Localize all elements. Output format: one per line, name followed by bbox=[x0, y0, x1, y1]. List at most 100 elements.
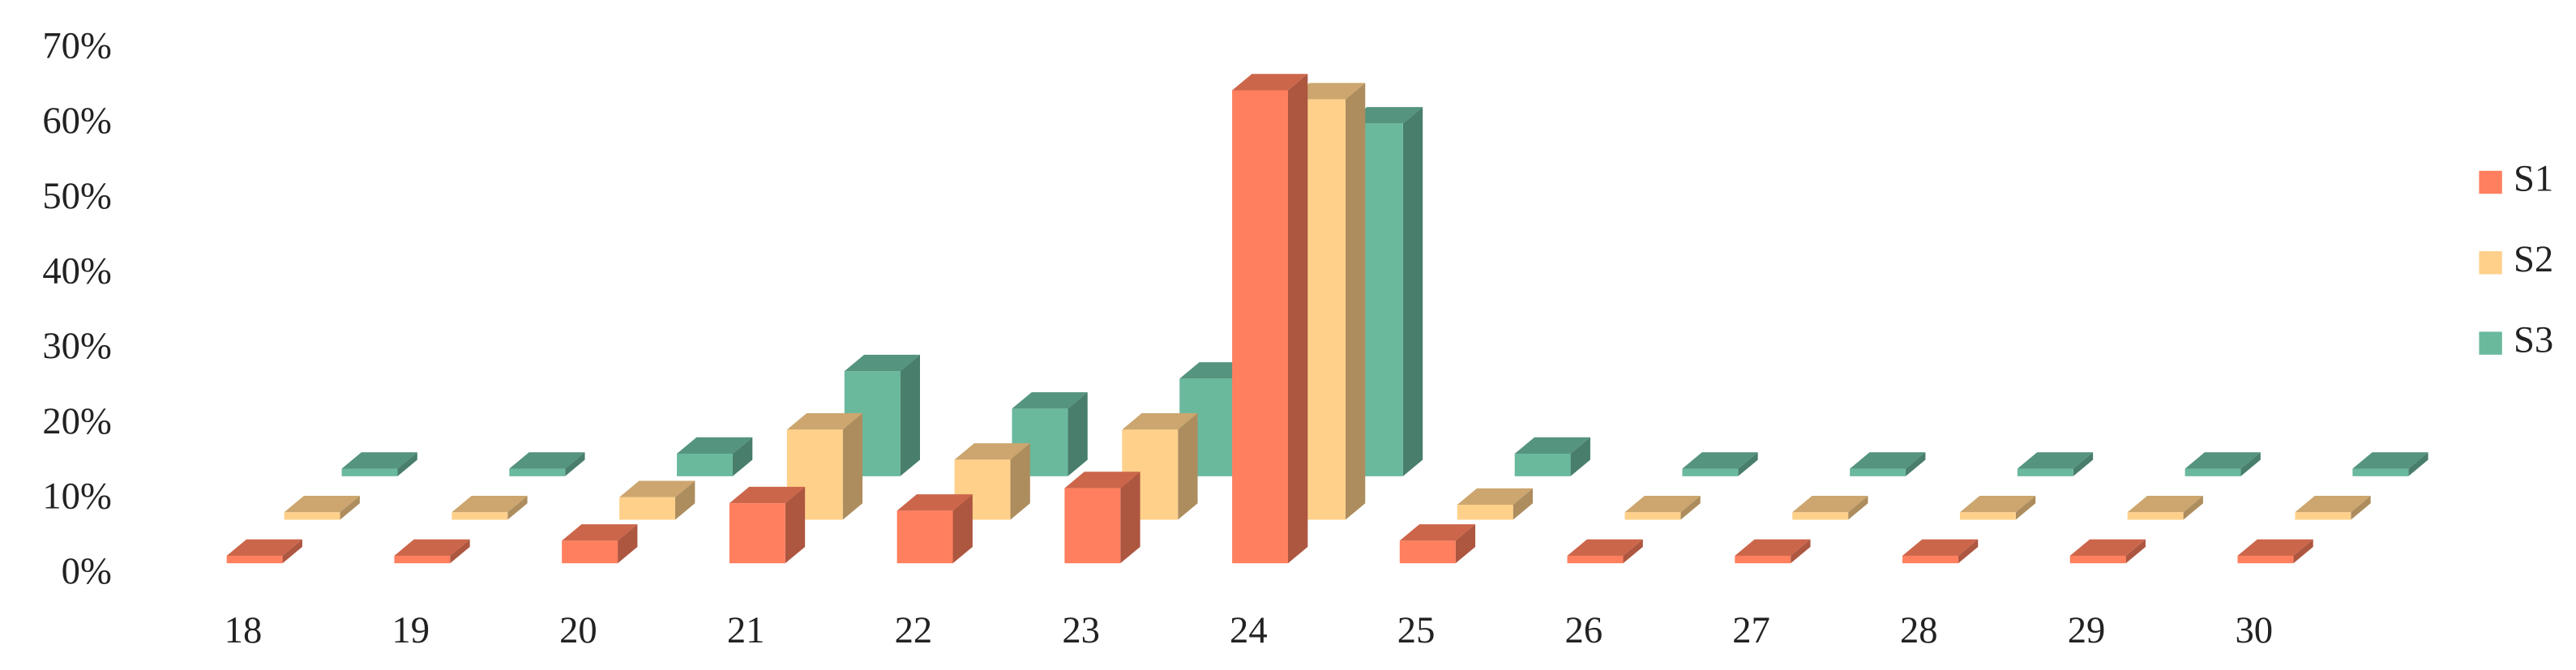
bar-side bbox=[732, 437, 753, 476]
bar-side bbox=[1738, 452, 1758, 476]
bar-side bbox=[2183, 495, 2203, 520]
bar-top bbox=[1399, 524, 1476, 541]
bar-top bbox=[1514, 437, 1590, 454]
bar-side bbox=[900, 354, 920, 476]
bar-top bbox=[1457, 488, 1533, 505]
bar-side bbox=[1513, 488, 1533, 520]
bar-3d bbox=[394, 539, 470, 564]
bar bbox=[394, 555, 451, 564]
bar-side bbox=[842, 413, 863, 520]
bar-3d bbox=[341, 452, 417, 476]
bar-3d bbox=[451, 495, 528, 520]
bar-3d bbox=[226, 539, 302, 564]
bar-top bbox=[786, 413, 863, 430]
bar-3d bbox=[1514, 437, 1590, 476]
x-tick-label: 29 bbox=[2068, 609, 2106, 651]
bar bbox=[1959, 512, 2016, 520]
y-tick-label: 70% bbox=[42, 25, 111, 67]
bar bbox=[1567, 555, 1624, 564]
bar bbox=[896, 510, 953, 564]
bar-side bbox=[1906, 452, 1926, 476]
bar bbox=[619, 497, 676, 520]
bar-top bbox=[677, 437, 753, 454]
bar-side bbox=[1120, 472, 1140, 564]
bar bbox=[1682, 468, 1739, 476]
x-tick-label: 20 bbox=[559, 609, 597, 651]
bar-3d bbox=[786, 413, 863, 520]
bar-3d bbox=[1457, 488, 1533, 520]
bar-3d bbox=[677, 437, 753, 476]
bar-top bbox=[341, 452, 417, 469]
bar bbox=[2184, 468, 2241, 476]
bar-side bbox=[2015, 495, 2036, 520]
x-tick-label: 30 bbox=[2235, 609, 2273, 651]
bar-side bbox=[1010, 443, 1030, 520]
bar-3d bbox=[284, 495, 360, 520]
bar bbox=[2017, 468, 2073, 476]
bar-top bbox=[1959, 495, 2036, 513]
bar-side bbox=[1068, 392, 1088, 476]
bar-top bbox=[1624, 495, 1701, 513]
x-tick-label: 22 bbox=[895, 609, 933, 651]
bar-side bbox=[282, 539, 302, 564]
bar bbox=[729, 503, 785, 564]
bar bbox=[284, 512, 340, 520]
bar-side bbox=[507, 495, 528, 520]
bar-side bbox=[2240, 452, 2261, 476]
bar-3d bbox=[1682, 452, 1758, 476]
bar-top bbox=[619, 480, 695, 497]
bar-side bbox=[2125, 539, 2146, 564]
bar-top bbox=[394, 539, 470, 556]
bar bbox=[1514, 454, 1571, 476]
y-tick-label: 10% bbox=[42, 475, 111, 517]
bar-side bbox=[397, 452, 417, 476]
bar-3d bbox=[2352, 452, 2428, 476]
bar-top bbox=[284, 495, 360, 513]
legend-swatch bbox=[2479, 251, 2502, 275]
bar-top bbox=[896, 494, 973, 511]
bar-side bbox=[1623, 539, 1643, 564]
x-tick-label: 28 bbox=[1900, 609, 1938, 651]
x-tick-label: 23 bbox=[1062, 609, 1100, 651]
legend-label: S2 bbox=[2514, 238, 2553, 280]
y-tick-label: 30% bbox=[42, 325, 111, 367]
bar bbox=[2069, 555, 2126, 564]
bar-side bbox=[1402, 107, 1423, 476]
x-tick-label: 27 bbox=[1732, 609, 1770, 651]
bar-3d bbox=[2127, 495, 2203, 520]
x-tick-label: 24 bbox=[1230, 609, 1268, 651]
bar-side bbox=[2073, 452, 2094, 476]
bar-side bbox=[1570, 437, 1590, 476]
bar-3d bbox=[2295, 495, 2371, 520]
bar bbox=[509, 468, 566, 476]
bar-side bbox=[675, 480, 695, 520]
bar bbox=[1624, 512, 1681, 520]
bar-3d bbox=[562, 524, 638, 564]
legend-swatch bbox=[2479, 331, 2502, 355]
bar-top bbox=[1567, 539, 1643, 556]
bar-top bbox=[1792, 495, 1868, 513]
bar-side bbox=[1958, 539, 1979, 564]
x-tick-label: 19 bbox=[392, 609, 430, 651]
legend-swatch bbox=[2479, 170, 2502, 194]
bar-side bbox=[2293, 539, 2313, 564]
bar-top bbox=[2295, 495, 2371, 513]
bar bbox=[562, 540, 618, 564]
bar-top bbox=[2069, 539, 2146, 556]
bar bbox=[2127, 512, 2184, 520]
bar-side bbox=[340, 495, 360, 520]
bar-side bbox=[952, 494, 973, 564]
bar-side bbox=[1848, 495, 1868, 520]
bar-3d bbox=[2069, 539, 2146, 564]
bar bbox=[1850, 468, 1906, 476]
bar-top bbox=[1850, 452, 1926, 469]
bar bbox=[226, 555, 283, 564]
bar-3d bbox=[1850, 452, 1926, 476]
bar-3d bbox=[2184, 452, 2261, 476]
legend-label: S3 bbox=[2514, 318, 2553, 361]
bar-top bbox=[1735, 539, 1811, 556]
bar-top bbox=[2184, 452, 2261, 469]
bar-3d bbox=[1567, 539, 1643, 564]
bar bbox=[1792, 512, 1849, 520]
x-tick-label: 21 bbox=[727, 609, 765, 651]
